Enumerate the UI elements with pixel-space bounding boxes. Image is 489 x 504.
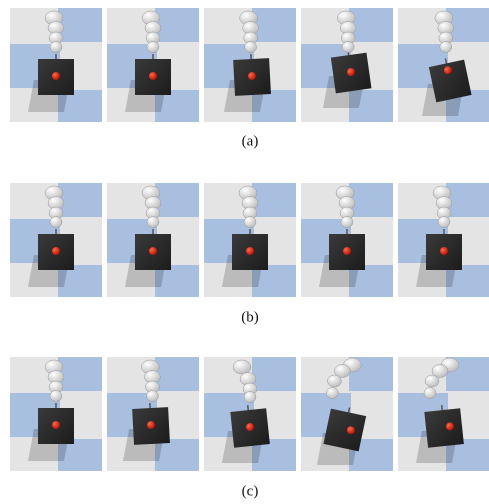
frame-image	[10, 173, 108, 309]
scene	[107, 173, 205, 309]
box	[38, 54, 74, 95]
scene	[398, 0, 489, 134]
box-body	[323, 409, 366, 452]
scene	[107, 0, 205, 134]
arm-segment	[327, 375, 341, 387]
red-marker	[52, 421, 60, 429]
scene	[10, 0, 108, 134]
frame-image	[204, 173, 302, 309]
arm-segment	[50, 217, 62, 228]
box	[135, 54, 171, 95]
floor-tile	[58, 347, 108, 391]
frame-image	[301, 173, 399, 309]
scene	[301, 0, 399, 134]
scene	[204, 0, 302, 134]
arm-segment	[341, 217, 353, 228]
floor-tile	[252, 0, 302, 42]
rope	[248, 405, 249, 410]
arm-segment	[425, 375, 439, 387]
red-marker	[440, 247, 448, 255]
arm-segment	[50, 42, 62, 53]
box	[329, 229, 365, 270]
figure: (a) (b) (c)	[0, 0, 489, 504]
arm-segment	[147, 217, 159, 228]
red-marker	[52, 247, 60, 255]
caption: (c)	[242, 483, 259, 499]
floor-tile	[349, 173, 399, 217]
arm-segment	[342, 42, 354, 53]
box	[426, 229, 462, 270]
rope	[349, 407, 350, 412]
scene	[398, 347, 489, 483]
frame-image	[398, 347, 489, 483]
box	[38, 229, 74, 270]
scene	[10, 173, 108, 309]
frame-image	[204, 347, 302, 483]
red-marker	[343, 247, 351, 255]
frame-image	[107, 347, 205, 483]
red-marker	[246, 247, 254, 255]
rope	[442, 405, 443, 410]
caption: (b)	[241, 309, 259, 325]
frame-image	[10, 347, 108, 483]
frame-image	[204, 0, 302, 134]
arm-segment	[440, 42, 452, 53]
caption: (a)	[242, 133, 259, 149]
arm-segment	[50, 391, 62, 402]
frame-image	[10, 0, 108, 134]
red-marker	[52, 72, 60, 80]
floor-tile	[155, 173, 205, 217]
arm-segment	[424, 388, 436, 399]
floor-tile	[58, 173, 108, 217]
arm-segment	[244, 217, 256, 228]
scene	[107, 347, 205, 483]
floor-tile	[252, 173, 302, 217]
arm-segment	[438, 217, 450, 228]
floor-tile	[446, 173, 489, 217]
rope	[445, 58, 446, 63]
arm-segment	[233, 360, 251, 374]
scene	[301, 173, 399, 309]
floor-tile	[58, 0, 108, 42]
box	[38, 403, 74, 444]
scene	[10, 347, 108, 483]
red-marker	[149, 72, 157, 80]
arm-segment	[244, 392, 256, 403]
arm-segment	[326, 388, 338, 399]
frame-image	[398, 0, 489, 134]
floor-tile	[155, 439, 205, 483]
frame-image	[107, 0, 205, 134]
arm-segment	[245, 42, 257, 53]
page: (a) (b) (c) (() => { const data = JSON.p…	[0, 0, 489, 504]
floor-tile	[155, 0, 205, 42]
floor-tile	[155, 347, 205, 391]
box-body	[429, 60, 472, 103]
red-marker	[149, 247, 157, 255]
frame-image	[107, 173, 205, 309]
scene	[398, 173, 489, 309]
frame-image	[301, 0, 399, 134]
arm-segment	[147, 42, 159, 53]
floor-tile	[349, 0, 399, 42]
scene	[301, 347, 399, 483]
arm-segment	[146, 391, 158, 402]
floor-tile	[252, 347, 302, 391]
box-body	[424, 408, 464, 448]
frame-image	[301, 347, 399, 483]
scene	[204, 173, 302, 309]
box	[232, 229, 268, 270]
box	[135, 229, 171, 270]
frame-image	[398, 173, 489, 309]
scene	[204, 347, 302, 483]
